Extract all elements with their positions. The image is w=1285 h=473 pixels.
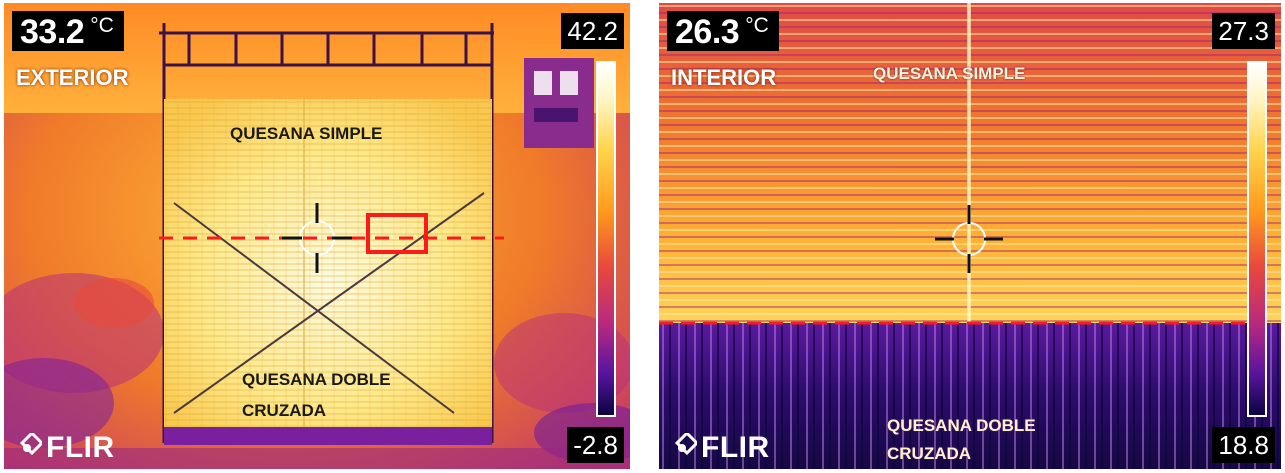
- color-scale-bar: [1247, 61, 1267, 417]
- view-label: EXTERIOR: [16, 65, 129, 90]
- view-label: INTERIOR: [671, 65, 777, 90]
- spot-temperature: 33.2 °C: [12, 11, 124, 51]
- measurement-box: [366, 213, 428, 254]
- label-quesana-doble: QUESANA DOBLE: [887, 416, 1036, 435]
- label-cruzada: CRUZADA: [242, 401, 327, 420]
- spot-temperature: 26.3 °C: [667, 11, 779, 51]
- flir-logo: FLIR: [12, 431, 115, 465]
- thermal-image-interior: 26.3 °C INTERIOR QUESANA SIMPLE QUESANA …: [659, 3, 1281, 469]
- scale-max-value: 42.2: [561, 13, 624, 49]
- flir-logo: FLIR: [667, 431, 770, 465]
- label-quesana-simple: QUESANA SIMPLE: [230, 124, 383, 143]
- flir-logo-icon: [674, 433, 697, 456]
- scale-max-value: 27.3: [1212, 13, 1275, 49]
- temperature-unit: °C: [90, 14, 114, 37]
- scale-min-value: 18.8: [1212, 427, 1275, 463]
- crosshair-icon: [935, 205, 1003, 273]
- label-quesana-doble: QUESANA DOBLE: [242, 370, 391, 389]
- flir-logo-text: FLIR: [46, 431, 115, 464]
- label-quesana-simple: QUESANA SIMPLE: [873, 64, 1026, 83]
- temperature-unit: °C: [745, 14, 769, 37]
- temperature-value: 33.2: [20, 13, 85, 51]
- thermal-scene-interior: [659, 3, 1281, 469]
- label-cruzada: CRUZADA: [887, 444, 972, 463]
- flir-logo-text: FLIR: [701, 431, 770, 464]
- thermal-image-exterior: 33.2 °C EXTERIOR QUESANA SIMPLE QUESANA …: [4, 3, 630, 469]
- scale-min-value: -2.8: [567, 427, 624, 463]
- flir-logo-icon: [19, 433, 42, 456]
- color-scale-bar: [596, 61, 616, 417]
- crosshair-icon: [282, 203, 352, 273]
- temperature-value: 26.3: [675, 13, 740, 51]
